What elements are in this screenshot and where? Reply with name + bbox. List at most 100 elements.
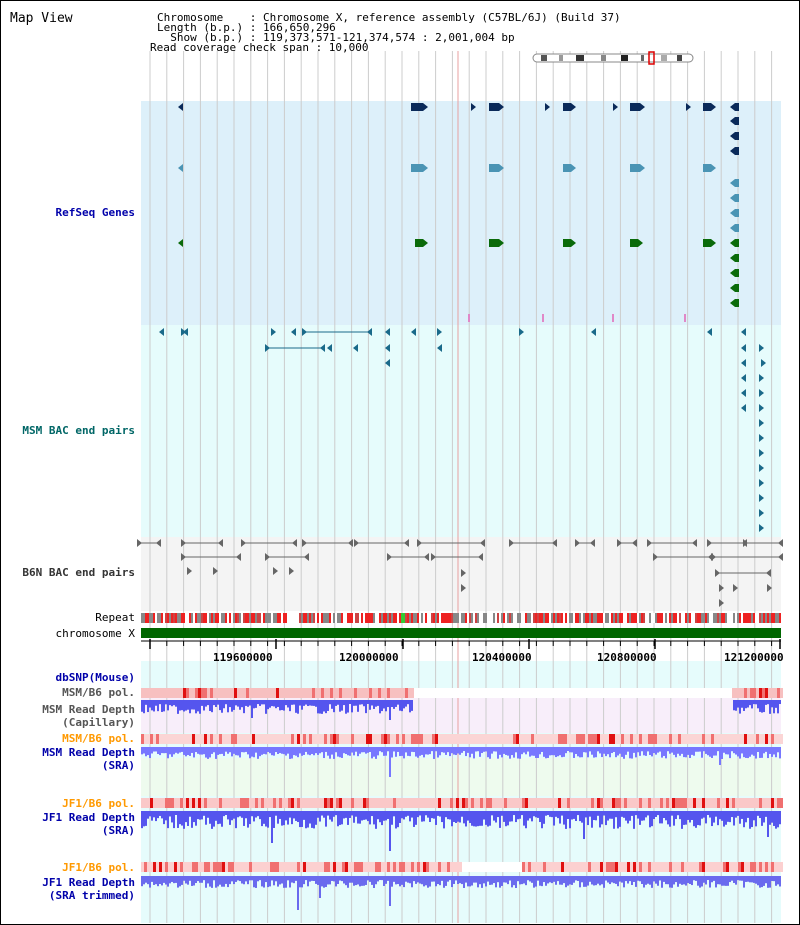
polymorphism-cell [573,688,576,698]
jf1-b6-pol-label[interactable]: JF1/B6 pol. [62,797,135,810]
polymorphism-cell [267,862,270,872]
polymorphism-cell [498,862,501,872]
polymorphism-cell [255,862,258,872]
read-depth-bar [389,747,391,777]
repeat-block [577,613,579,623]
repeat-block [697,613,699,623]
polymorphism-cell [273,798,276,808]
polymorphism-cell [306,734,309,744]
read-depth-bar [391,700,393,708]
read-depth-bar [423,876,425,887]
repeat-block [289,613,291,623]
msm-bac-label[interactable]: MSM BAC end pairs [22,424,135,437]
read-depth-bar [325,700,327,714]
repeat-block [573,613,575,623]
read-depth-bar [739,747,741,759]
read-depth-bar [399,700,401,711]
read-depth-bar [391,747,393,758]
read-depth-bar [771,747,773,757]
repeat-block [543,613,545,623]
polymorphism-cell [588,862,591,872]
bac-end [707,539,712,547]
repeat-block [735,613,737,623]
polymorphism-cell [513,798,516,808]
read-depth-bar [203,811,205,816]
read-depth-bar [675,876,677,883]
polymorphism-cell [753,688,756,698]
polymorphism-cell [684,862,687,872]
jf1-read-depth-sra-label[interactable]: JF1 Read Depth [42,811,135,824]
bac-end [711,553,716,561]
b6n-bac-label[interactable]: B6N BAC end pairs [22,566,135,579]
polymorphism-cell [252,862,255,872]
read-depth-bar [625,811,627,821]
polymorphism-cell [633,798,636,808]
bac-end [759,494,764,502]
jf1-b6-pol-trimmed-label[interactable]: JF1/B6 pol. [62,861,135,874]
read-depth-bar [151,876,153,882]
msm-b6-pol-sra-label[interactable]: MSM/B6 pol. [62,732,135,745]
read-depth-bar [185,876,187,884]
repeat-block [733,613,735,623]
gene-exon [735,103,739,111]
polymorphism-cell [162,862,165,872]
read-depth-bar [393,811,395,817]
bac-end [759,464,764,472]
read-depth-bar [297,700,299,714]
polymorphism-cell [348,734,351,744]
read-depth-bar [285,700,287,706]
polymorphism-cell [198,862,201,872]
read-depth-bar [595,811,597,821]
dbsnp-label[interactable]: dbSNP(Mouse) [55,671,135,684]
read-depth-bar [689,811,691,823]
gene-arrow [686,103,691,111]
polymorphism-cell [705,688,708,698]
read-depth-bar [729,811,731,823]
read-depth-bar [637,876,639,881]
read-depth-bar [185,747,187,757]
polymorphism-cell [561,862,564,872]
read-depth-bar [191,811,193,828]
polymorphism-cell [405,862,408,872]
read-depth-bar [555,876,557,885]
polymorphism-cell [228,734,231,744]
polymorphism-cell [318,734,321,744]
read-depth-bar [617,876,619,887]
polymorphism-cell [717,798,720,808]
msm-read-depth-capillary-label[interactable]: MSM Read Depth [42,703,135,716]
read-depth-bar [229,700,231,708]
read-depth-bar [559,811,561,824]
read-depth-bar [273,700,275,707]
jf1-read-depth-trimmed-label[interactable]: JF1 Read Depth [42,876,135,889]
read-depth-bar [177,700,179,714]
read-depth-bar [179,747,181,753]
repeat-block [777,613,779,623]
polymorphism-cell [327,862,330,872]
polymorphism-cell [381,734,384,744]
msm-b6-pol-capillary-label[interactable]: MSM/B6 pol. [62,686,135,699]
read-depth-bar [733,876,735,883]
read-depth-bar [445,811,447,818]
read-depth-bar [315,811,317,825]
repeat-block [177,613,179,623]
read-depth-bar [431,811,433,819]
polymorphism-cell [567,798,570,808]
polymorphism-cell [396,688,399,698]
repeat-block [443,613,445,623]
read-depth-bar [717,876,719,885]
repeat-block [427,613,429,623]
repeat-block [737,613,739,623]
gene-mark [684,314,686,322]
polymorphism-cell [216,798,219,808]
repeat-block [765,613,767,623]
read-depth-bar [205,876,207,888]
polymorphism-cell [306,688,309,698]
read-depth-bar [767,700,769,705]
polymorphism-cell [294,862,297,872]
msm-read-depth-sra-label[interactable]: MSM Read Depth [42,746,135,759]
read-depth-bar [741,700,743,708]
refseq-genes-label[interactable]: RefSeq Genes [55,206,135,219]
polymorphism-cell [570,688,573,698]
repeat-block [279,613,281,623]
